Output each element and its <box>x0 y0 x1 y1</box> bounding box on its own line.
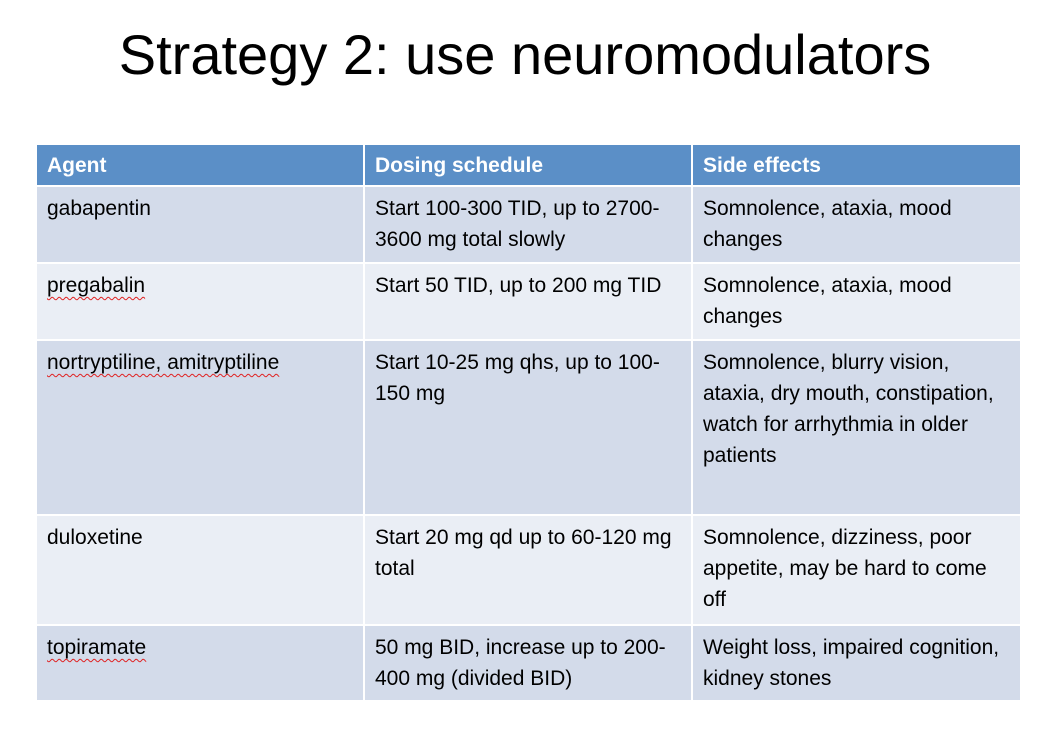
dosing-cell: Start 20 mg qd up to 60-120 mg total <box>363 514 693 626</box>
agent-text: nortryptiline, amitryptiline <box>47 351 280 374</box>
agent-cell: gabapentin <box>35 185 365 264</box>
side-effects-cell: Somnolence, ataxia, mood changes <box>691 185 1022 264</box>
agent-text: topiramate <box>47 636 147 659</box>
side-effects-cell: Somnolence, ataxia, mood changes <box>691 262 1022 341</box>
header-cell: Side effects <box>691 143 1022 187</box>
agent-cell: topiramate <box>35 624 365 702</box>
slide-title: Strategy 2: use neuromodulators <box>118 23 932 86</box>
side-effects-cell: Weight loss, impaired cognition, kidney … <box>691 624 1022 702</box>
table: Agent Dosing schedule Side effects gabap… <box>35 143 1022 702</box>
row: duloxetine Start 20 mg qd up to 60-120 m… <box>35 514 1022 626</box>
header-cell: Dosing schedule <box>363 143 693 187</box>
agent-cell: nortryptiline, amitryptiline <box>35 339 365 516</box>
agent-cell: duloxetine <box>35 514 365 626</box>
side-effects-cell: Somnolence, dizziness, poor appetite, ma… <box>691 514 1022 626</box>
row: pregabalin Start 50 TID, up to 200 mg TI… <box>35 262 1022 341</box>
row: topiramate 50 mg BID, increase up to 200… <box>35 624 1022 702</box>
dosing-cell: Start 10-25 mg qhs, up to 100-150 mg <box>363 339 693 516</box>
row: nortryptiline, amitryptiline Start 10-25… <box>35 339 1022 516</box>
side-effects-cell: Somnolence, blurry vision, ataxia, dry m… <box>691 339 1022 516</box>
header-cell: Agent <box>35 143 365 187</box>
dosing-cell: Start 50 TID, up to 200 mg TID <box>363 262 693 341</box>
dosing-cell: 50 mg BID, increase up to 200-400 mg (di… <box>363 624 693 702</box>
row: gabapentin Start 100-300 TID, up to 2700… <box>35 185 1022 264</box>
agent-cell: pregabalin <box>35 262 365 341</box>
agent-text: pregabalin <box>47 274 146 297</box>
dosing-cell: Start 100-300 TID, up to 2700-3600 mg to… <box>363 185 693 264</box>
header-row: Agent Dosing schedule Side effects <box>35 143 1022 187</box>
